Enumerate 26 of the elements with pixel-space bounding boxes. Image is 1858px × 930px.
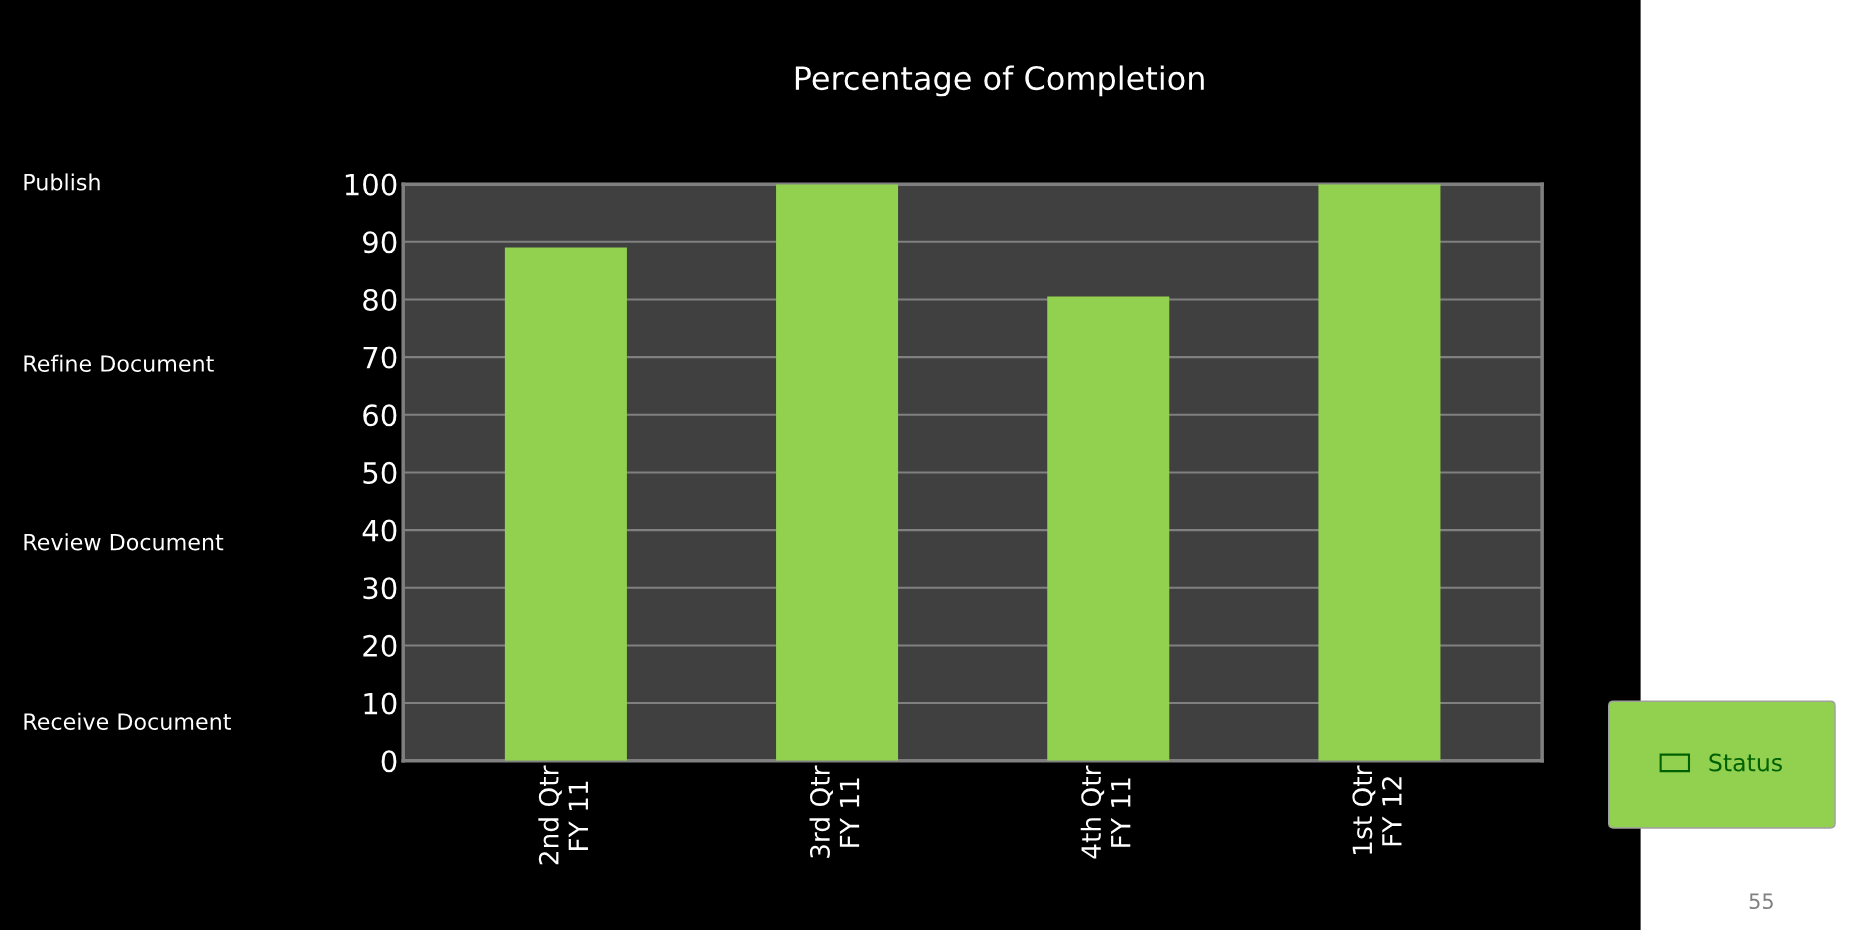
y-tick-label: 20 (363, 634, 397, 657)
text: Receive Document (24, 712, 231, 730)
y-tick-label: 0 (381, 750, 397, 773)
text: 55 (1749, 893, 1773, 910)
text: Refine Document (24, 354, 214, 372)
x-tick-label: 3rd Qtr FY 11 (809, 765, 860, 858)
x-tick-label: 1st Qtr FY 12 (1352, 765, 1402, 854)
y-tick-label: 70 (363, 346, 397, 369)
y-tick-label: 50 (363, 461, 397, 484)
y-tick-label: 80 (363, 288, 397, 311)
y-tick-label: 30 (363, 577, 397, 600)
bar (1047, 296, 1170, 761)
x-tick-label: 2nd Qtr FY 11 (538, 765, 588, 865)
y-tick-label: 10 (364, 692, 397, 715)
bar (776, 184, 899, 761)
chart-title: Percentage of Completion (795, 65, 1204, 97)
text: Review Document (24, 533, 224, 551)
y-tick-label: 90 (363, 231, 397, 254)
legend-label: Status (1709, 753, 1782, 772)
y-tick-label: 40 (362, 519, 397, 542)
y-tick-label: 100 (345, 173, 397, 196)
bar (1318, 184, 1441, 761)
y-tick-label: 60 (363, 404, 397, 427)
bar (504, 247, 627, 761)
x-tick-label: 4th Qtr FY 11 (1080, 765, 1131, 859)
text: Publish (24, 173, 100, 191)
